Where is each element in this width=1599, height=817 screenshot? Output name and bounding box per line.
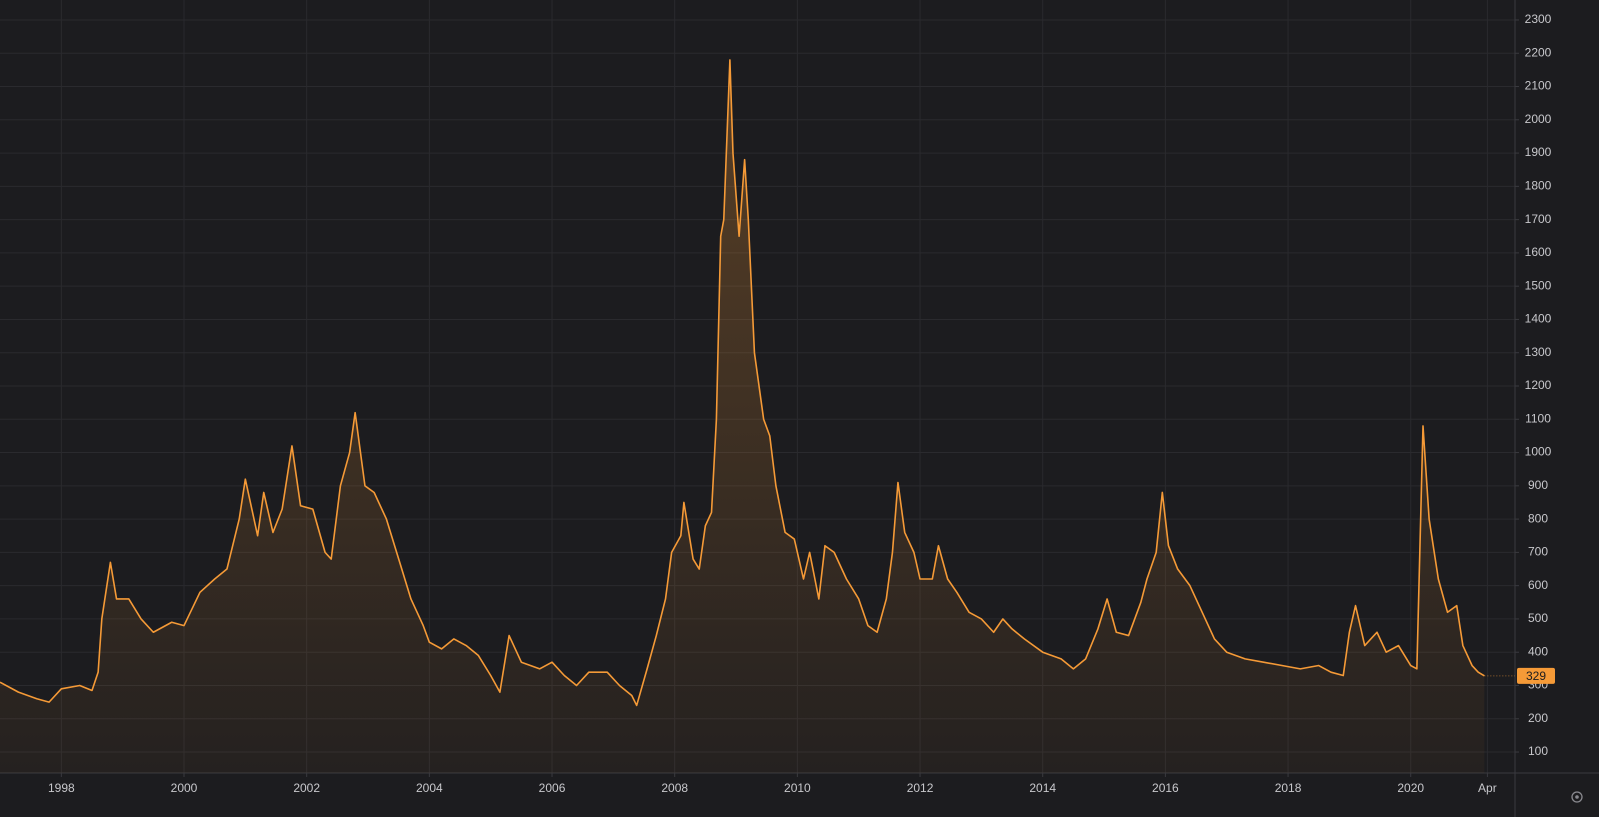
settings-icon[interactable] [1571,791,1583,803]
y-tick-label: 900 [1528,478,1548,492]
y-tick-label: 1000 [1525,445,1552,459]
y-tick-label: 1100 [1525,411,1551,425]
y-tick-label: 100 [1528,744,1548,758]
y-tick-label: 1500 [1525,278,1552,292]
y-tick-label: 1400 [1525,312,1552,326]
x-tick-label: 2014 [1029,781,1056,795]
x-tick-label: 2012 [907,781,934,795]
y-tick-label: 2000 [1525,112,1552,126]
y-tick-label: 1200 [1525,378,1552,392]
y-tick-label: 200 [1528,711,1548,725]
y-tick-label: 500 [1528,611,1548,625]
x-tick-label: 2020 [1397,781,1424,795]
gear-center[interactable] [1575,795,1579,799]
x-tick-label: Apr [1478,781,1497,795]
y-tick-label: 1300 [1525,345,1552,359]
x-tick-label: 1998 [48,781,75,795]
y-tick-label: 2100 [1525,79,1552,93]
y-tick-label: 1900 [1525,145,1552,159]
y-tick-label: 700 [1528,545,1548,559]
x-tick-label: 2006 [539,781,566,795]
y-tick-label: 400 [1528,644,1548,658]
x-tick-label: 2016 [1152,781,1179,795]
x-tick-label: 2010 [784,781,811,795]
x-tick-label: 2000 [171,781,198,795]
y-tick-label: 1600 [1525,245,1552,259]
y-tick-label: 800 [1528,511,1548,525]
area-fill [0,59,1485,773]
last-price-box [1517,667,1555,684]
x-tick-label: 2008 [661,781,688,795]
y-tick-label: 1800 [1525,179,1552,193]
gear[interactable] [1571,791,1583,803]
price-line [0,59,1485,707]
x-tick-label: 2002 [293,781,320,795]
y-tick-label: 600 [1528,578,1548,592]
x-tick-label: 2004 [416,781,443,795]
y-tick-label: 1700 [1525,212,1552,226]
x-tick-label: 2018 [1275,781,1302,795]
last-price-label: 329 [1526,669,1546,683]
y-tick-label: 2200 [1525,45,1552,59]
y-tick-label: 2300 [1525,12,1552,26]
